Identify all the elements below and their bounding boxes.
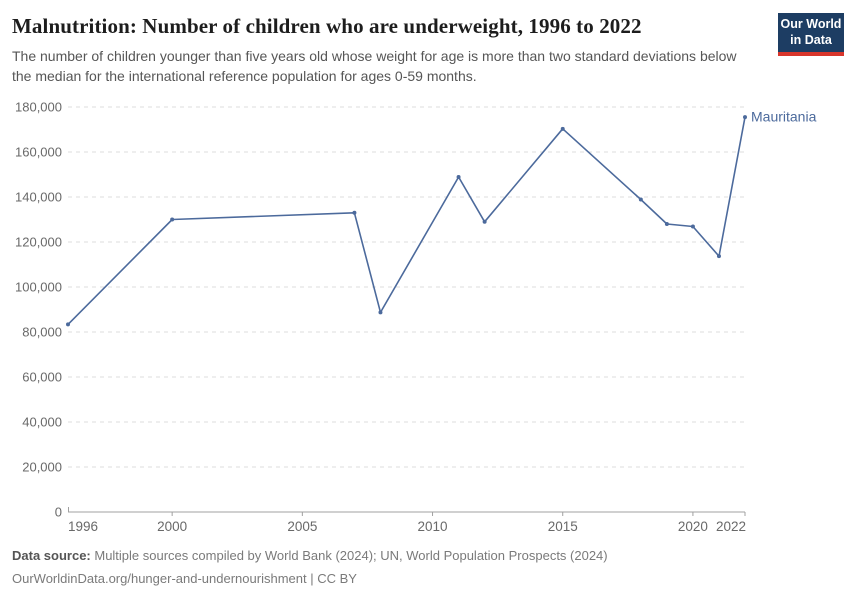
x-tick-label: 2022 (716, 519, 746, 534)
data-point (352, 210, 357, 215)
data-source-label: Data source: (12, 548, 91, 563)
data-point (66, 322, 70, 327)
page-title: Malnutrition: Number of children who are… (12, 14, 642, 38)
x-tick-label: 1996 (68, 519, 98, 534)
y-tick-label: 20,000 (22, 460, 62, 475)
data-source-line: Data source: Multiple sources compiled b… (12, 544, 832, 567)
data-point (560, 126, 565, 131)
y-tick-label: 180,000 (15, 100, 62, 115)
data-point (170, 217, 175, 222)
y-tick-label: 40,000 (22, 415, 62, 430)
entity-label[interactable]: Mauritania (751, 109, 817, 125)
data-point (716, 254, 721, 259)
data-point (743, 115, 747, 120)
owid-logo: Our World in Data (778, 13, 844, 57)
y-tick-label: 60,000 (22, 370, 62, 385)
data-point (378, 310, 383, 315)
y-tick-label: 0 (55, 505, 62, 520)
y-tick-label: 160,000 (15, 145, 62, 160)
data-point (482, 219, 487, 224)
data-point (638, 197, 643, 202)
license-line: OurWorldinData.org/hunger-and-undernouri… (12, 571, 357, 586)
y-tick-label: 140,000 (15, 190, 62, 205)
chart-footer: Data source: Multiple sources compiled b… (12, 544, 832, 590)
y-tick-label: 80,000 (22, 325, 62, 340)
data-point (664, 222, 669, 226)
series-line[interactable] (67, 116, 746, 326)
chart-header: Malnutrition: Number of children who are… (0, 0, 850, 86)
x-tick-label: 2015 (548, 519, 578, 534)
data-point (690, 224, 695, 229)
y-tick-label: 100,000 (15, 280, 62, 295)
y-tick-label: 120,000 (15, 235, 62, 250)
owid-logo-line1: Our World (780, 17, 842, 31)
x-tick-label: 2000 (157, 519, 187, 534)
chart-subtitle: The number of children younger than five… (12, 48, 737, 84)
x-tick-label: 2020 (678, 519, 708, 534)
data-source-text: Multiple sources compiled by World Bank … (90, 548, 608, 563)
x-tick-label: 2005 (287, 519, 317, 534)
data-point (456, 174, 461, 179)
owid-logo-line2: in Data (790, 32, 832, 47)
x-tick-label: 2010 (418, 519, 448, 534)
